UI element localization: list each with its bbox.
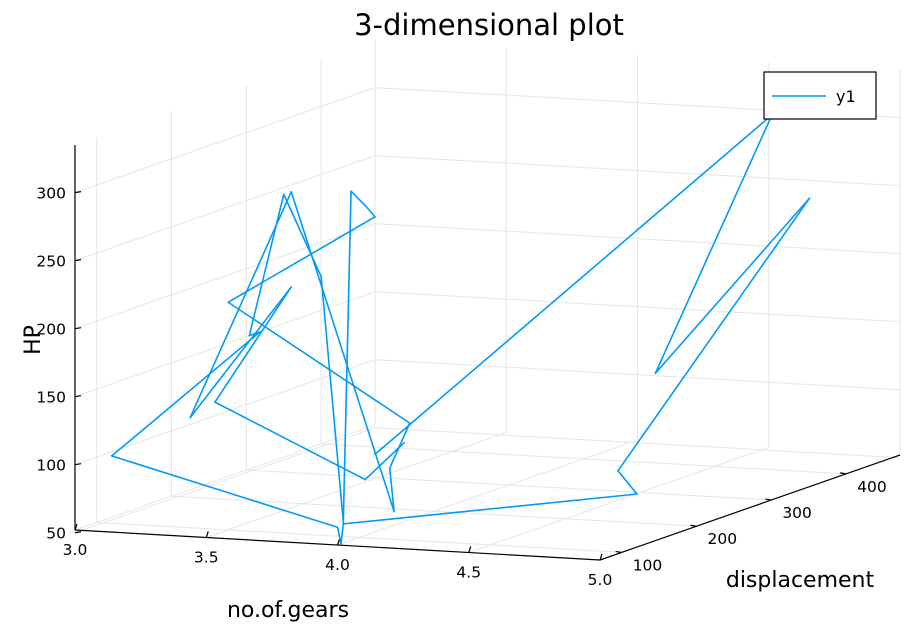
series-y1-segment [654,113,773,375]
z-tick-label: 250 [36,253,66,271]
gridline-z [374,359,901,391]
x-tick-mark [74,523,78,531]
series-y1-segment [340,523,345,545]
series-y1-segment [654,197,811,375]
legend: y1 [763,71,877,120]
z-tick-label: 100 [36,457,66,475]
z-tick-label: 150 [36,389,66,407]
gridline-z [74,427,376,534]
series-y1-segment [374,113,773,456]
y-tick-mark [615,550,622,553]
x-tick-label: 4.0 [325,556,350,574]
gridline-x [74,424,376,531]
series-y1-segment [350,190,367,208]
z-tick-mark [74,395,82,398]
series-y1-segment [388,422,411,470]
series-y1-segment [342,493,638,525]
gridline-y [96,521,622,553]
grid-layer [74,40,901,561]
gridline-z [74,155,376,262]
series-y1-segment [282,193,322,278]
z-tick-label: 200 [36,321,66,339]
legend-label-y1: y1 [836,87,856,106]
x-tick-mark [599,553,603,561]
x-tick-label: 5.0 [588,571,613,589]
series-y1-segment [290,190,395,513]
gridline-z [74,291,376,398]
y-tick-label: 100 [633,556,663,574]
z-tick-mark [74,531,82,534]
z-axis-label: HP [21,325,46,355]
series-y1-segment [388,467,395,513]
series-y1-segment [248,193,285,337]
gridline-z [374,291,901,323]
x-tick-label: 4.5 [456,564,481,582]
gridline-z [374,155,901,187]
series-y1-segment [342,190,352,525]
gridline-y [246,469,772,501]
gridline-x [468,447,769,553]
gridline-z [74,87,376,194]
x-tick-label: 3.5 [194,549,219,567]
series-y1-segment [365,205,376,218]
y-tick-label: 300 [782,504,812,522]
z-tick-mark [74,259,82,262]
tick-layer: 3.0 3.5 4.0 4.5 5.0 100 200 300 400 50 100 150 200 25… [36,185,886,589]
y-axis-line [599,454,901,561]
gridline-z [374,223,901,255]
series-layer [110,113,811,545]
x-tick-mark [205,531,209,538]
series-y1-segment [248,331,261,337]
z-tick-mark [74,191,82,194]
series-y1-segment [336,526,342,545]
z-tick-label: 300 [36,185,66,203]
z-tick-mark [74,327,82,330]
gridline-x [206,432,507,538]
y-tick-mark [690,524,697,527]
gridline-y [321,443,847,475]
series-y1-segment [110,331,261,457]
series-y1-segment [320,275,345,525]
axis-layer [74,145,901,561]
z-tick-label: 50 [46,525,66,543]
y-tick-mark [840,472,847,475]
z-tick-mark [74,463,82,466]
gridline-z [74,223,376,330]
series-y1-segment [227,301,411,424]
series-y1-segment [214,286,293,403]
chart-title: 3-dimensional plot [354,8,624,42]
x-tick-mark [336,538,341,546]
x-axis-label: no.of.gears [227,598,349,623]
series-y1-segment [617,469,638,495]
y-axis-label: displacement [726,568,875,593]
gridline-z [74,359,376,466]
series-y1-segment [227,216,376,304]
x-tick-mark [468,546,472,553]
series-y1-segment [110,455,339,529]
gridline-y [171,495,697,527]
y-tick-mark [765,498,772,501]
y-tick-label: 200 [708,530,738,548]
gridline-x [337,439,638,546]
series-y1-segment [189,286,293,419]
series-y1-segment [214,401,366,481]
y-tick-label: 400 [857,478,887,496]
x-tick-label: 3.0 [63,541,88,559]
series-y1-segment [617,197,811,472]
